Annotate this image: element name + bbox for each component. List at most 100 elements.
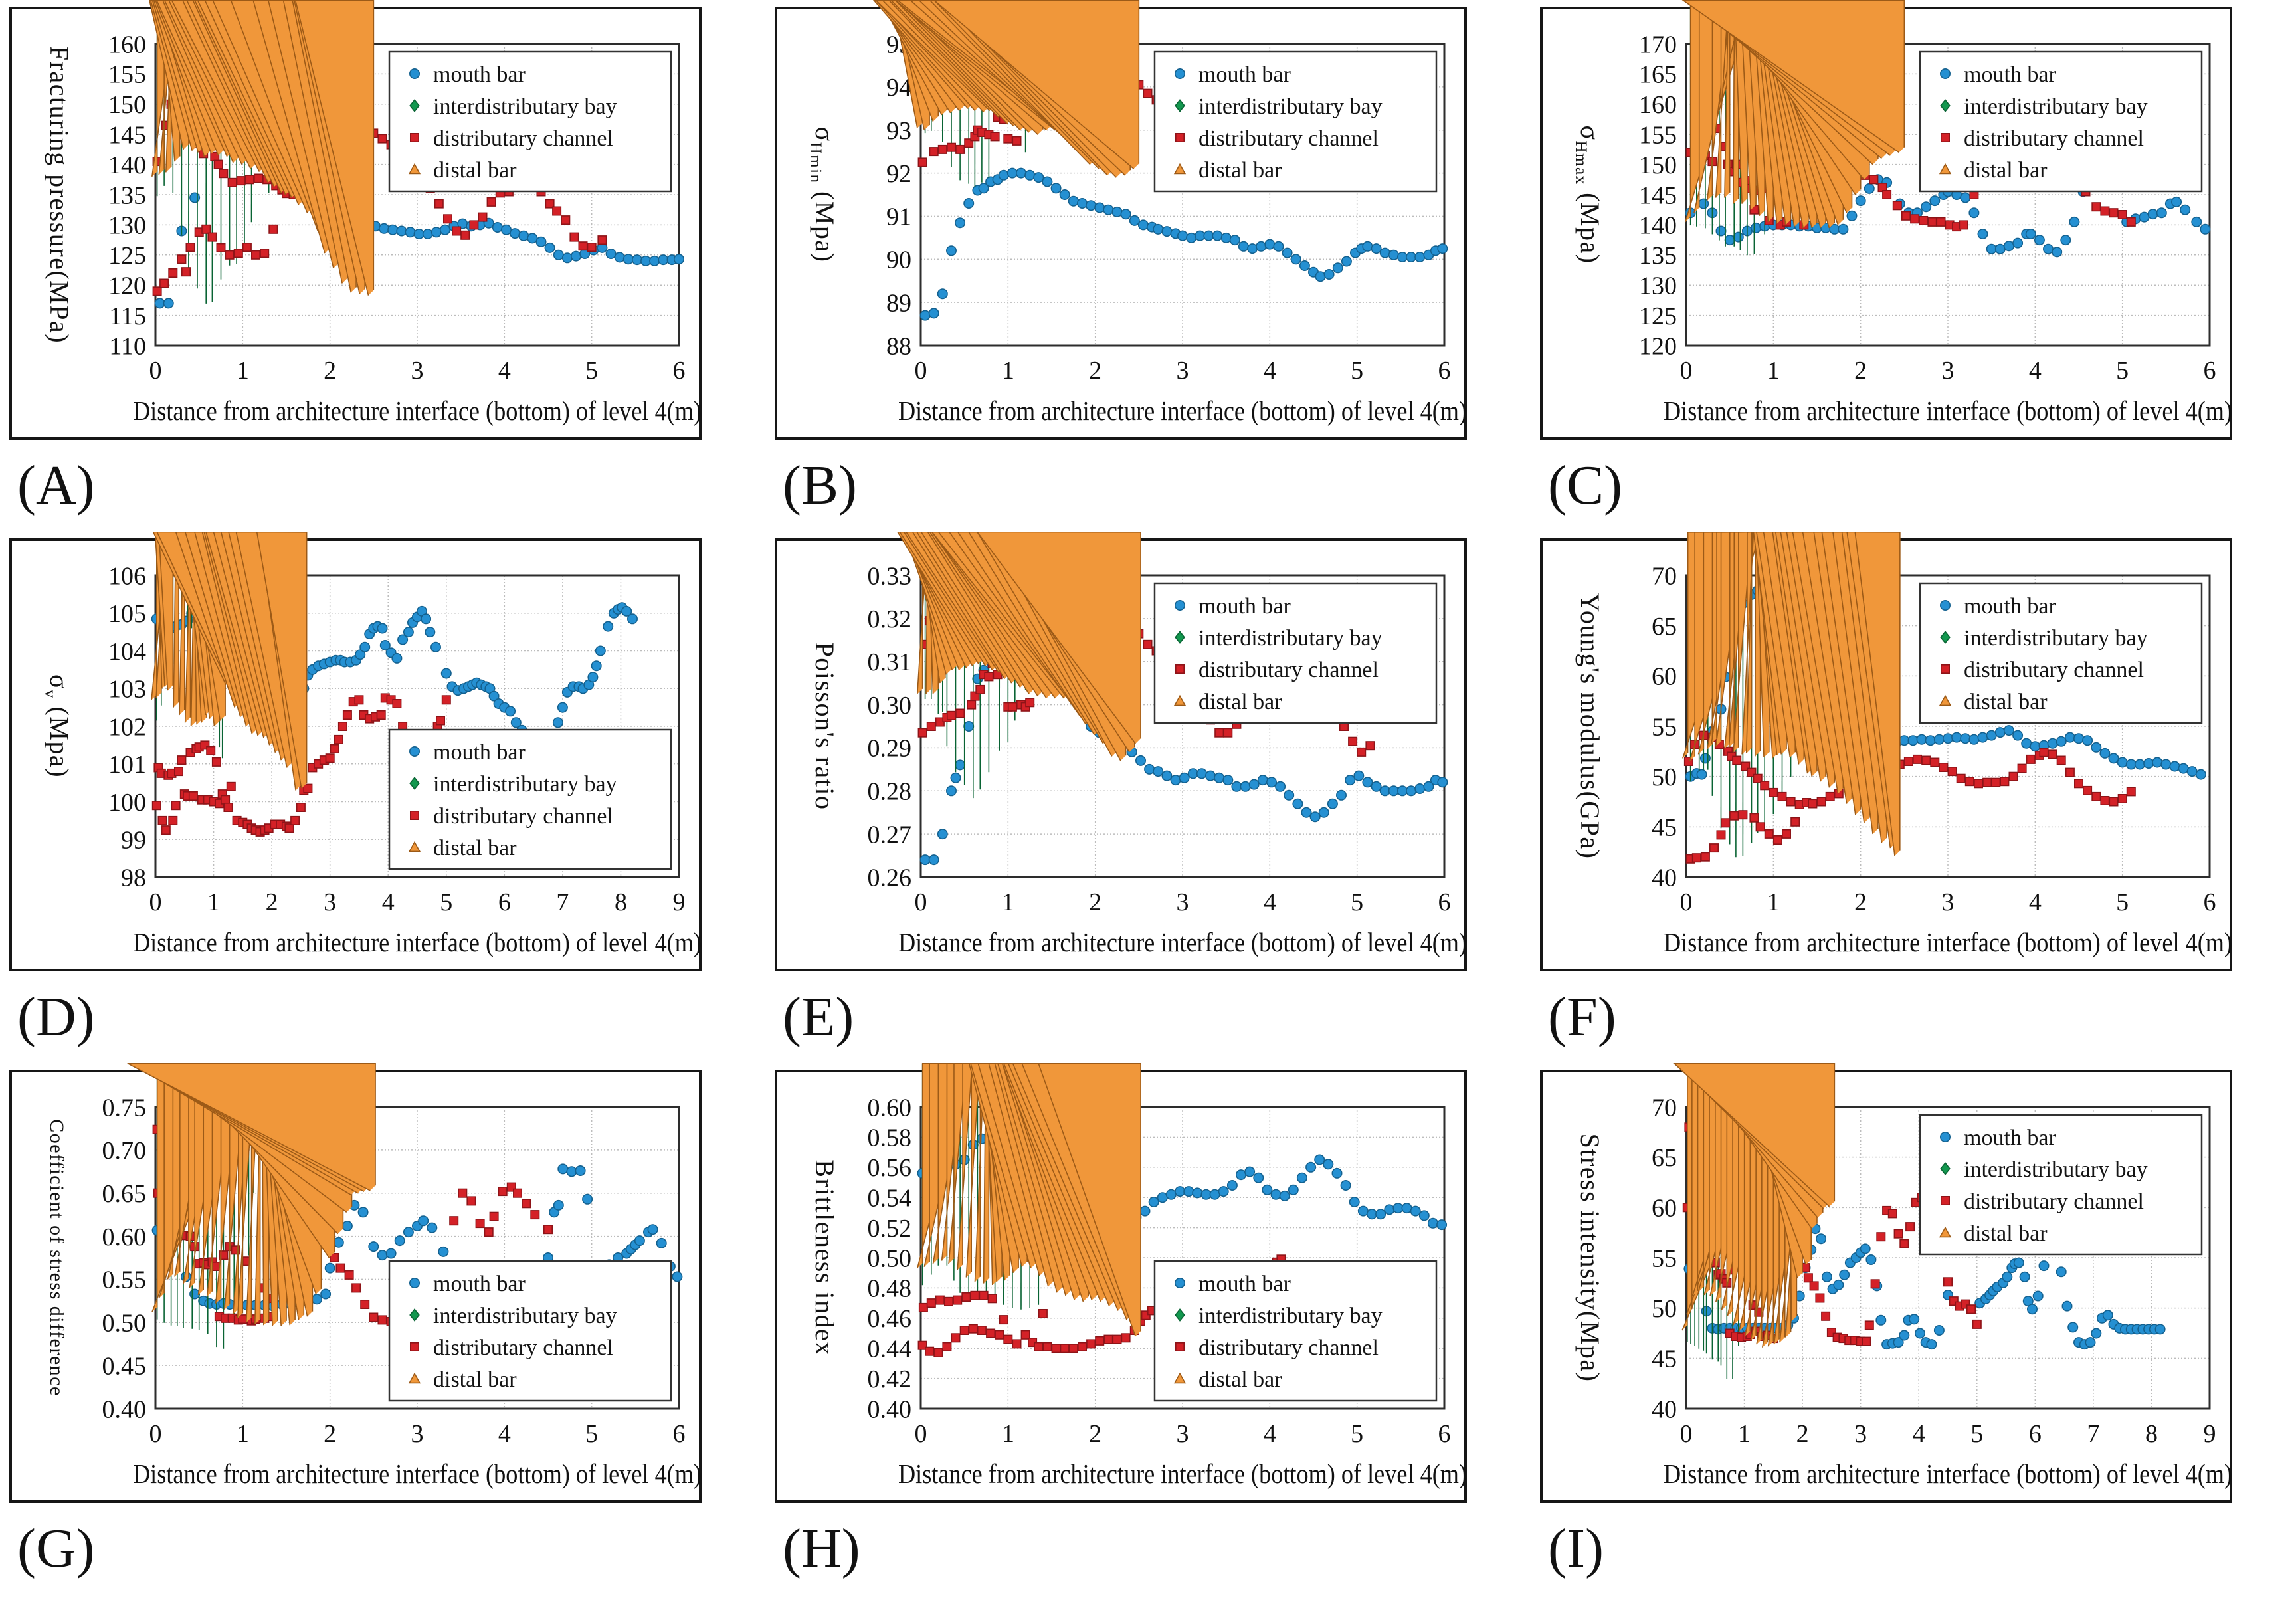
svg-text:2: 2 — [324, 357, 336, 385]
svg-text:160: 160 — [108, 31, 146, 58]
y-axis-label: Coefficient of stress difference — [46, 1119, 68, 1397]
x-axis-label: Distance from architecture interface (bo… — [133, 395, 702, 426]
svg-text:50: 50 — [1652, 763, 1677, 791]
svg-text:3: 3 — [411, 1420, 424, 1448]
svg-text:125: 125 — [1639, 302, 1677, 330]
svg-text:0: 0 — [149, 888, 162, 916]
legend-label: distal bar — [1198, 1367, 1282, 1392]
svg-text:6: 6 — [2204, 888, 2216, 916]
svg-text:6: 6 — [1438, 357, 1451, 385]
x-tick-labels: 0 1 2 3 4 5 6 7 8 9 — [149, 888, 686, 916]
svg-text:140: 140 — [108, 151, 146, 179]
panel-caption: (E) — [783, 986, 854, 1048]
legend-item-interdistributary-bay: interdistributary bay — [409, 1304, 617, 1328]
svg-text:3: 3 — [1177, 1420, 1189, 1448]
svg-text:130: 130 — [1639, 272, 1677, 300]
svg-text:7: 7 — [556, 888, 569, 916]
legend-label: distributary channel — [1198, 1336, 1379, 1360]
svg-text:5: 5 — [1351, 888, 1363, 916]
y-tick-labels: 0.26 0.27 0.28 0.29 0.30 0.31 0.32 0.33 — [868, 562, 912, 892]
legend: mouth bar interdistributary bay distributa… — [1919, 1114, 2203, 1256]
svg-text:4: 4 — [498, 357, 511, 385]
legend-item-distributary-channel: distributary channel — [1940, 126, 2144, 151]
series-distal-bar — [1682, 532, 1901, 856]
svg-text:1: 1 — [1738, 1420, 1751, 1448]
legend-item-distal-bar: distal bar — [408, 1367, 517, 1392]
svg-text:0.48: 0.48 — [868, 1275, 912, 1303]
svg-text:1: 1 — [1767, 357, 1780, 385]
svg-text:40: 40 — [1652, 864, 1677, 892]
legend-item-mouth-bar: mouth bar — [1174, 594, 1291, 619]
legend-item-interdistributary-bay: interdistributary bay — [1175, 626, 1383, 650]
series-distal-bar — [896, 532, 1141, 761]
legend-label: interdistributary bay — [1964, 94, 2148, 119]
legend-box — [1153, 50, 1438, 193]
svg-text:7: 7 — [2087, 1420, 2099, 1448]
panel-caption: (A) — [17, 454, 95, 516]
svg-text:2: 2 — [1089, 888, 1101, 916]
legend-label: distributary channel — [433, 804, 613, 829]
legend-label: interdistributary bay — [433, 94, 617, 119]
svg-text:0.50: 0.50 — [868, 1245, 912, 1272]
svg-text:160: 160 — [1639, 91, 1677, 119]
legend-label: mouth bar — [1964, 594, 2056, 619]
legend-item-distributary-channel: distributary channel — [409, 1336, 613, 1360]
legend: mouth bar interdistributary bay distributa… — [1153, 1260, 1438, 1402]
svg-text:0: 0 — [149, 357, 162, 385]
panel-caption: (B) — [783, 454, 857, 516]
svg-text:0.70: 0.70 — [102, 1137, 147, 1165]
legend-label: interdistributary bay — [1964, 1157, 2148, 1182]
legend-item-interdistributary-bay: interdistributary bay — [1940, 1157, 2148, 1182]
svg-text:6: 6 — [1438, 888, 1451, 916]
legend-label: mouth bar — [1198, 62, 1291, 87]
panel-E-chart: 0.26 0.27 0.28 0.29 0.30 0.31 0.32 0.33 0 1 2 3 4 5 6 D… — [775, 532, 1467, 1048]
legend-label: distal bar — [1198, 158, 1282, 183]
svg-text:89: 89 — [886, 289, 911, 317]
svg-text:9: 9 — [673, 888, 686, 916]
legend-item-distributary-channel: distributary channel — [409, 126, 613, 151]
svg-text:4: 4 — [1264, 888, 1276, 916]
svg-text:90: 90 — [886, 247, 911, 274]
svg-text:105: 105 — [108, 600, 146, 628]
legend-item-distal-bar: distal bar — [408, 836, 517, 860]
svg-text:8: 8 — [615, 888, 627, 916]
legend-label: distributary channel — [1964, 1189, 2144, 1214]
x-axis-label: Distance from architecture interface (bo… — [898, 395, 1467, 426]
svg-text:45: 45 — [1652, 1346, 1677, 1373]
legend-box — [1919, 582, 2203, 724]
svg-text:125: 125 — [108, 242, 146, 270]
svg-text:135: 135 — [108, 181, 146, 209]
legend-label: interdistributary bay — [1198, 626, 1383, 650]
svg-text:5: 5 — [585, 357, 598, 385]
svg-text:140: 140 — [1639, 212, 1677, 240]
svg-text:5: 5 — [2116, 357, 2129, 385]
svg-text:0.54: 0.54 — [868, 1185, 912, 1213]
svg-text:0.55: 0.55 — [102, 1266, 147, 1294]
legend-item-distributary-channel: distributary channel — [1175, 658, 1379, 682]
legend-item-interdistributary-bay: interdistributary bay — [1940, 94, 2148, 119]
svg-text:2: 2 — [266, 888, 278, 916]
plot-border — [1685, 43, 2211, 347]
panel-H-chart: 0.400.420.44 0.460.48 0.500.520.54 0.560.58… — [775, 1063, 1467, 1579]
legend-box — [1919, 50, 2203, 193]
legend-label: distal bar — [433, 1367, 517, 1392]
legend: mouth bar interdistributary bay distributa… — [388, 50, 672, 193]
svg-text:4: 4 — [1264, 1420, 1276, 1448]
svg-text:0.65: 0.65 — [102, 1180, 147, 1208]
svg-text:155: 155 — [1639, 122, 1677, 150]
svg-text:0.28: 0.28 — [868, 778, 912, 806]
svg-text:0.52: 0.52 — [868, 1215, 912, 1243]
svg-text:5: 5 — [585, 1420, 598, 1448]
svg-text:6: 6 — [673, 1420, 686, 1448]
svg-text:103: 103 — [108, 676, 146, 704]
plot-border — [919, 574, 1446, 878]
legend-item-mouth-bar: mouth bar — [409, 62, 526, 87]
svg-text:120: 120 — [108, 272, 146, 300]
svg-text:88: 88 — [886, 332, 911, 360]
x-axis-label: Distance from architecture interface (bo… — [1664, 395, 2232, 426]
